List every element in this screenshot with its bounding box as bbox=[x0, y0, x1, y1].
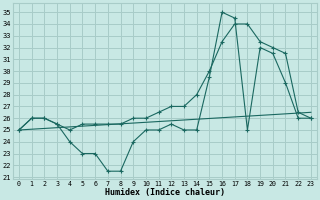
X-axis label: Humidex (Indice chaleur): Humidex (Indice chaleur) bbox=[105, 188, 225, 197]
